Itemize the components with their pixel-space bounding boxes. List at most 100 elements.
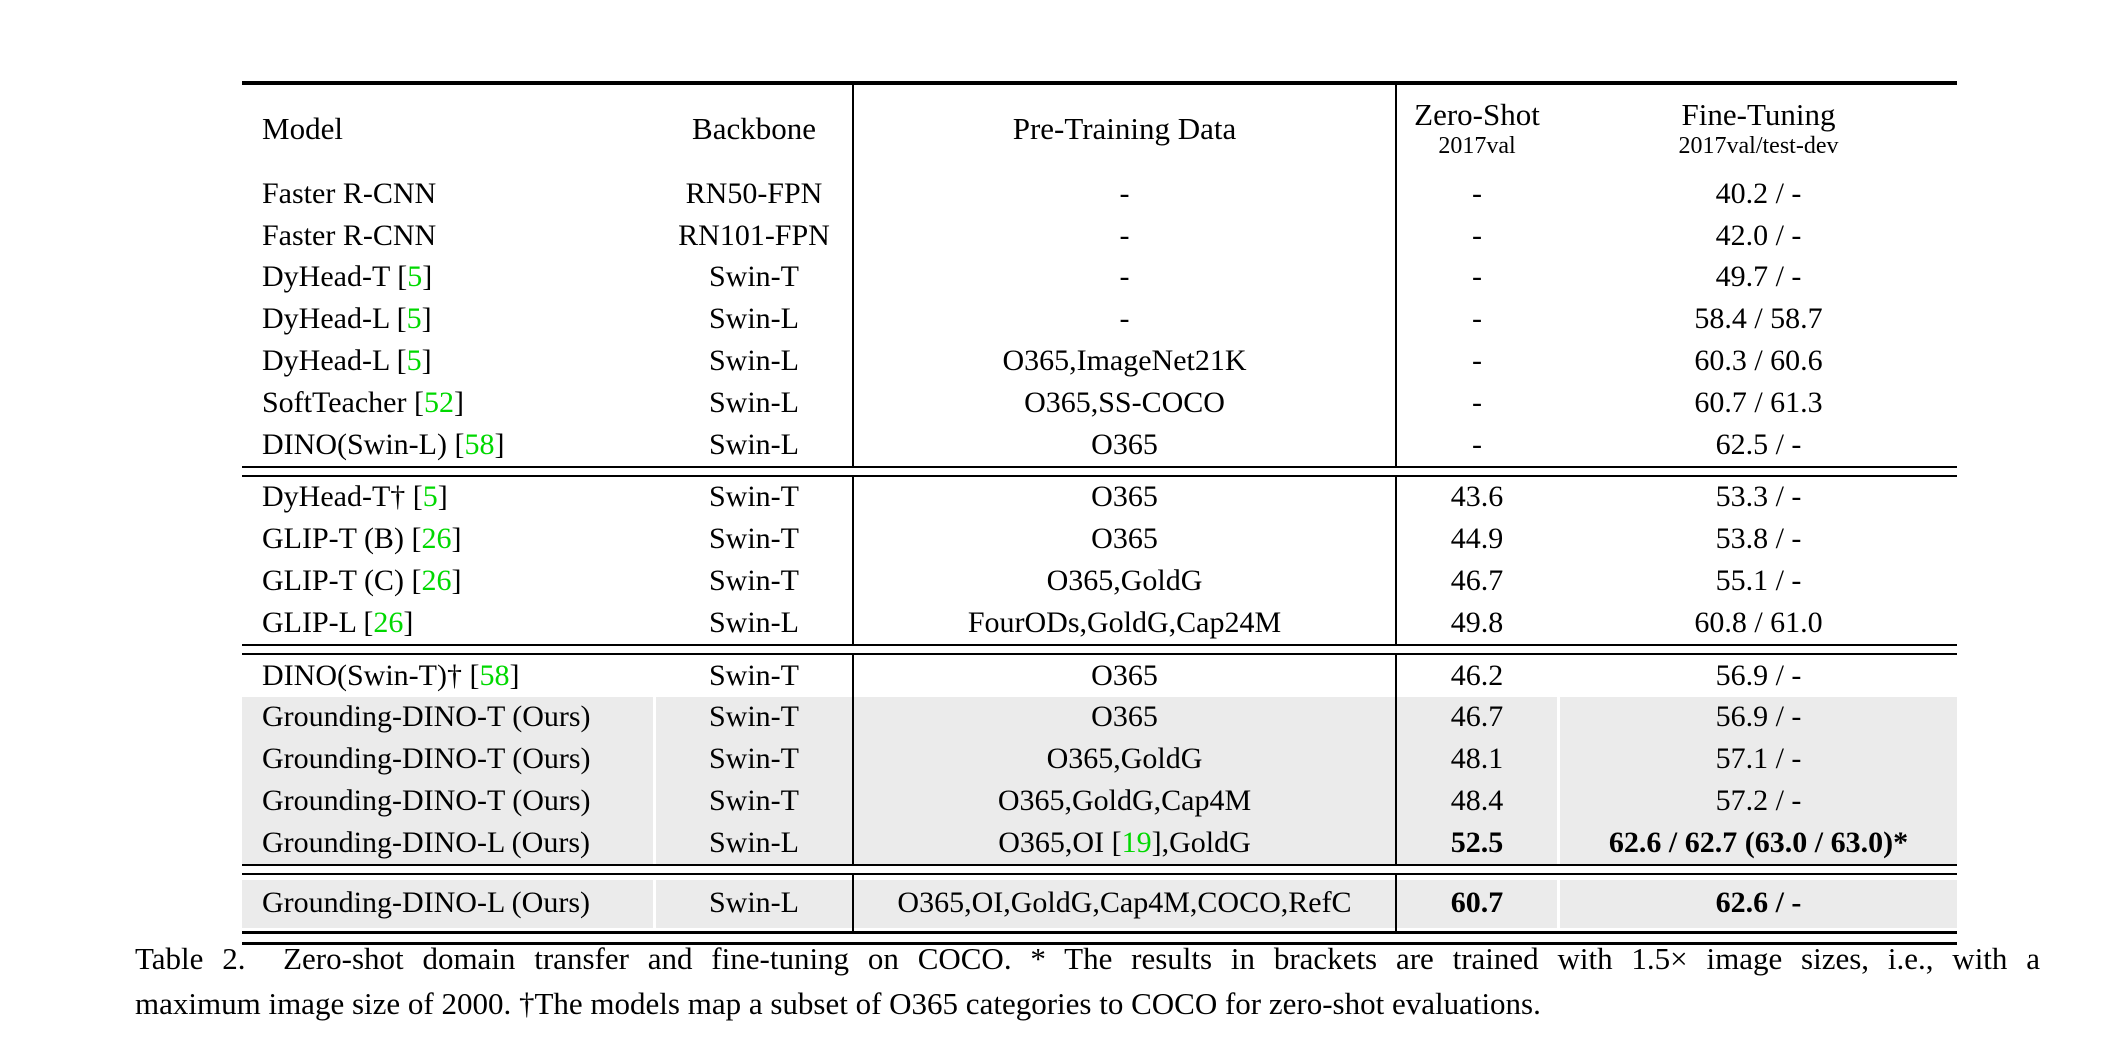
table-row: Grounding-DINO-T (Ours) Swin-T O365 46.7 56.… [242,696,1957,739]
block-separator-rule [242,465,1957,477]
cell-model: Faster R-CNN [242,173,653,215]
cell-fine-tuning: 60.3 / 60.6 [1557,340,1957,382]
cell-backbone: RN50-FPN [653,173,852,215]
cell-model: Grounding-DINO-T (Ours) [242,780,653,822]
cell-zero-shot: 46.7 [1395,560,1557,602]
block-separator-rule [242,863,1957,875]
cell-fine-tuning: 56.9 / - [1557,654,1957,697]
results-table: Model Backbone Pre-Training Data Zero-Sh… [242,81,1957,945]
row-highlight-band [656,780,852,822]
cell-backbone: Swin-T [653,560,852,602]
cell-zero-shot: - [1395,173,1557,215]
caption-line-1: Table 2. Zero-shot domain transfer and f… [135,941,2040,976]
cell-zero-shot: - [1395,381,1557,424]
cell-zero-shot: 60.7 [1395,874,1557,931]
cell-backbone: Swin-T [653,476,852,519]
cell-pretraining-data: O365,GoldG [852,738,1395,781]
cell-fine-tuning: 58.4 / 58.7 [1557,298,1957,341]
table-row: DyHead-L [5] Swin-L - -58.4 / 58.7 [242,298,1957,341]
cell-pretraining-data: O365,GoldG,Cap4M [852,780,1395,822]
row-highlight-band [242,738,653,781]
table-row: Grounding-DINO-L (Ours) Swin-L O365,OI,Gol… [242,874,1957,931]
cell-fine-tuning: 62.6 / - [1557,874,1957,931]
cell-pretraining-data: O365 [852,423,1395,466]
cell-model: DyHead-T† [5] [242,477,653,519]
row-highlight-band [1560,738,1957,781]
cell-backbone: Swin-T [653,654,852,697]
cell-zero-shot: 52.5 [1395,821,1557,864]
header-backbone: Backbone [653,85,852,173]
table-top-rule [242,81,1957,85]
row-highlight-band [854,738,1395,781]
cell-model: DyHead-T [5] [242,257,653,299]
table-bottom-rule [242,930,1957,945]
citation-number: 19 [1121,825,1152,859]
cell-backbone: RN101-FPN [653,214,852,257]
row-highlight-band [1397,780,1557,822]
cell-pretraining-data: - [852,298,1395,341]
cell-model: DyHead-L [5] [242,340,653,382]
cell-model: Grounding-DINO-L (Ours) [242,875,653,931]
cell-model: SoftTeacher [52] [242,382,653,424]
row-highlight-band [1397,696,1557,739]
cell-pretraining-data: - [852,256,1395,299]
citation-number: 58 [464,427,495,461]
cell-pretraining-data: - [852,214,1395,257]
cell-pretraining-data: O365,OI,GoldG,Cap4M,COCO,RefC [852,874,1395,931]
row-highlight-band [1397,821,1557,864]
cell-model: Faster R-CNN [242,215,653,257]
caption-line-2: maximum image size of 2000. †The models … [135,986,1541,1021]
header-fine-tuning: Fine-Tuning 2017val/test-dev [1557,85,1957,173]
cell-zero-shot: - [1395,214,1557,257]
cell-fine-tuning: 53.3 / - [1557,476,1957,519]
cell-pretraining-data: - [852,173,1395,215]
cell-backbone: Swin-T [653,738,852,781]
row-highlight-band [242,780,653,822]
citation-number: 58 [479,658,510,692]
cell-zero-shot: 48.4 [1395,780,1557,822]
table-row: Faster R-CNN RN101-FPN - -42.0 / - [242,214,1957,257]
citation-number: 26 [421,522,452,556]
row-highlight-band [1397,738,1557,781]
row-highlight-band [656,879,852,928]
row-highlight-band [656,738,852,781]
row-highlight-band [242,696,653,739]
cell-zero-shot: - [1395,298,1557,341]
row-highlight-band [854,780,1395,822]
header-pretraining-data: Pre-Training Data [852,85,1395,173]
cell-backbone: Swin-T [653,256,852,299]
cell-fine-tuning: 62.6 / 62.7 (63.0 / 63.0)* [1557,821,1957,864]
cell-pretraining-data: FourODs,GoldG,Cap24M [852,601,1395,644]
cell-fine-tuning: 57.2 / - [1557,780,1957,822]
row-highlight-band [242,821,653,864]
cell-backbone: Swin-L [653,340,852,382]
table-row: DyHead-T [5] Swin-T - -49.7 / - [242,256,1957,299]
cell-zero-shot: - [1395,256,1557,299]
table-header-row: Model Backbone Pre-Training Data Zero-Sh… [242,85,1957,173]
cell-zero-shot: - [1395,340,1557,382]
cell-fine-tuning: 55.1 / - [1557,560,1957,602]
cell-fine-tuning: 49.7 / - [1557,256,1957,299]
table-row: DINO(Swin-T)† [58] Swin-T O365 46.2 56.9 / - [242,654,1957,697]
cell-model: GLIP-T (C) [26] [242,560,653,602]
cell-model: Grounding-DINO-T (Ours) [242,696,653,739]
cell-pretraining-data: O365 [852,476,1395,519]
table-row: GLIP-T (B) [26] Swin-T O365 44.9 53.8 / - [242,518,1957,561]
cell-model: GLIP-L [26] [242,602,653,644]
cell-zero-shot: 44.9 [1395,518,1557,561]
cell-backbone: Swin-L [653,381,852,424]
row-highlight-band [1560,780,1957,822]
cell-backbone: Swin-L [653,601,852,644]
cell-zero-shot: 46.2 [1395,654,1557,697]
row-highlight-band [1560,696,1957,739]
cell-pretraining-data: O365 [852,696,1395,739]
row-highlight-band [1560,821,1957,864]
cell-fine-tuning: 60.7 / 61.3 [1557,381,1957,424]
cell-zero-shot: 49.8 [1395,601,1557,644]
row-highlight-band [854,696,1395,739]
row-highlight-band [1397,879,1557,928]
cell-fine-tuning: 53.8 / - [1557,518,1957,561]
cell-model: DyHead-L [5] [242,298,653,340]
table-row: Faster R-CNN RN50-FPN - -40.2 / - [242,173,1957,215]
